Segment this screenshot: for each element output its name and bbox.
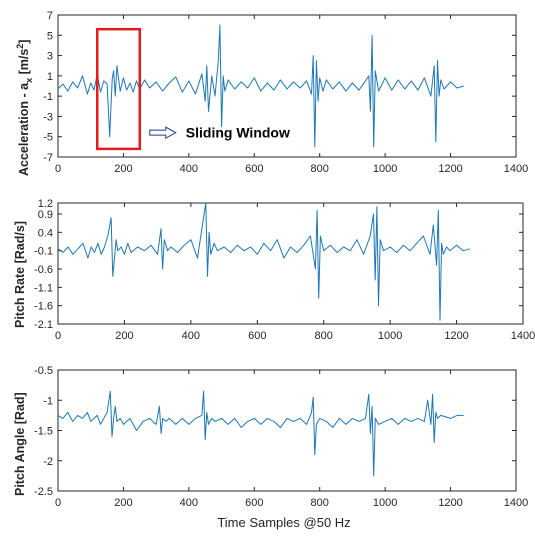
y-tick-label: -2.5 [34, 486, 53, 498]
ticks-pitch-angle: 0 200 400 600 800 1000 1200 1400 -2.5 -2 -1.5 -1 -0.… [34, 365, 528, 509]
axes-box-pitch-angle [57, 369, 517, 492]
x-tick-label: 1000 [373, 163, 397, 175]
series-acceleration [57, 24, 464, 148]
sliding-window-box [96, 27, 142, 151]
y-tick-label: 3 [47, 51, 53, 63]
series-pitch-angle [57, 390, 464, 477]
x-tick-label: 1400 [511, 330, 535, 342]
x-tick-label: 0 [55, 330, 61, 342]
y-tick-label: 1 [47, 71, 53, 83]
y-tick-label: 7 [47, 10, 53, 22]
y-tick-label: -1.1 [34, 282, 53, 294]
panel-pitch-rate: 0 200 400 600 800 1000 1200 1400 -2.1 -1.6 -1.1 -0.… [13, 198, 535, 342]
series-pitch-rate [57, 202, 471, 321]
x-tick-label: 600 [248, 330, 266, 342]
y-tick-label: -3 [43, 111, 53, 123]
x-tick-label: 600 [245, 497, 263, 509]
x-tick-label: 0 [55, 497, 61, 509]
x-tick-label: 200 [114, 163, 132, 175]
panel-acceleration: 0 200 400 600 800 1000 1200 1400 -7 -5 -3 -1 1 3 5 7 Sl… [15, 10, 528, 176]
x-tick-label: 0 [55, 163, 61, 175]
x-tick-label: 1200 [438, 163, 462, 175]
x-tick-label: 600 [245, 163, 263, 175]
x-tick-label: 1400 [504, 497, 528, 509]
x-tick-label: 800 [311, 497, 329, 509]
x-tick-label: 200 [114, 497, 132, 509]
panel-pitch-angle: 0 200 400 600 800 1000 1200 1400 -2.5 -2 -1.5 -1 -0.… [13, 365, 528, 530]
x-tick-label: 400 [180, 497, 198, 509]
x-tick-label: 1000 [373, 497, 397, 509]
x-tick-label: 200 [115, 330, 133, 342]
y-tick-label: -1.6 [34, 301, 53, 313]
ticks-acceleration: 0 200 400 600 800 1000 1200 1400 -7 -5 -3 -1 1 3 5 7 [43, 10, 528, 175]
axes-box-pitch-rate [57, 202, 524, 325]
y-tick-label: 0.9 [38, 209, 53, 221]
y-axis-label-acceleration: Acceleration - ax [m/s2] [15, 40, 34, 176]
x-axis-label: Time Samples @50 Hz [217, 515, 350, 530]
ticks-pitch-rate: 0 200 400 600 800 1000 1200 1400 -2.1 -1.6 -1.1 -0.… [34, 198, 535, 342]
series-line-pitch-angle [57, 390, 464, 477]
y-tick-label: -2 [43, 456, 53, 468]
annotation-arrow [149, 126, 177, 140]
x-tick-label: 1200 [444, 330, 468, 342]
x-tick-label: 400 [180, 163, 198, 175]
y-tick-label: 0.4 [38, 227, 53, 239]
y-tick-label: -1 [43, 91, 53, 103]
x-tick-label: 1200 [438, 497, 462, 509]
y-tick-label: -1.5 [34, 426, 53, 438]
y-tick-label: -0.5 [34, 365, 53, 377]
x-tick-label: 400 [182, 330, 200, 342]
y-axis-label-pitch-angle: Pitch Angle [Rad] [13, 392, 27, 496]
x-tick-label: 1400 [504, 163, 528, 175]
x-tick-label: 800 [315, 330, 333, 342]
y-tick-label: -5 [43, 132, 53, 144]
series-line-pitch-rate [57, 202, 471, 321]
sliding-window-label: Sliding Window [186, 125, 290, 141]
y-tick-label: -0.6 [34, 264, 53, 276]
y-tick-label: -0.1 [34, 246, 53, 258]
y-tick-label: -7 [43, 152, 53, 164]
x-tick-label: 1000 [378, 330, 402, 342]
series-line-acceleration [57, 24, 464, 148]
y-tick-label: 5 [47, 30, 53, 42]
x-tick-label: 800 [311, 163, 329, 175]
y-tick-label: 1.2 [38, 198, 53, 210]
y-axis-label-pitch-rate: Pitch Rate [Rad/s] [13, 221, 27, 328]
y-tick-label: -2.1 [34, 319, 53, 331]
y-tick-label: -1 [43, 395, 53, 407]
